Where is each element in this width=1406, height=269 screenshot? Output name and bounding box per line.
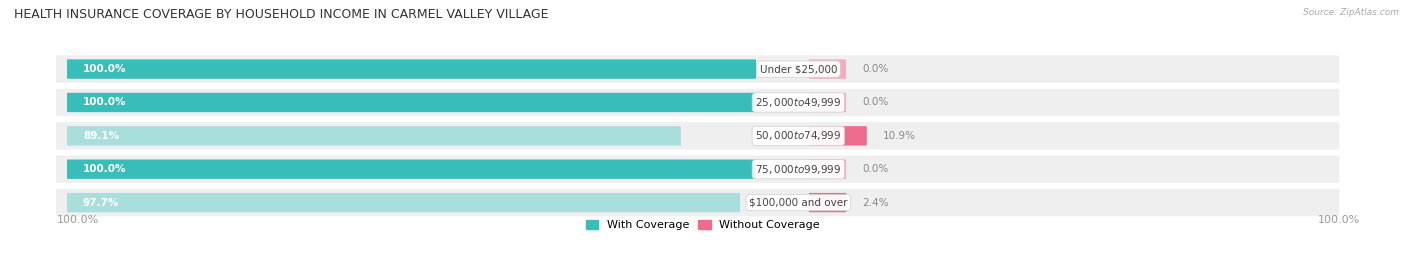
FancyBboxPatch shape	[67, 126, 681, 146]
Text: 100.0%: 100.0%	[56, 215, 98, 225]
FancyBboxPatch shape	[808, 126, 866, 146]
FancyBboxPatch shape	[56, 55, 1340, 83]
FancyBboxPatch shape	[67, 193, 740, 212]
Text: Under $25,000: Under $25,000	[759, 64, 837, 74]
Text: 100.0%: 100.0%	[1317, 215, 1360, 225]
Text: $100,000 and over: $100,000 and over	[749, 198, 848, 208]
Text: 100.0%: 100.0%	[83, 64, 127, 74]
Text: $50,000 to $74,999: $50,000 to $74,999	[755, 129, 842, 142]
FancyBboxPatch shape	[56, 155, 1340, 183]
Text: $25,000 to $49,999: $25,000 to $49,999	[755, 96, 842, 109]
FancyBboxPatch shape	[56, 189, 1340, 216]
FancyBboxPatch shape	[808, 160, 846, 179]
FancyBboxPatch shape	[56, 122, 1340, 150]
Text: $75,000 to $99,999: $75,000 to $99,999	[755, 163, 842, 176]
Text: 0.0%: 0.0%	[862, 164, 889, 174]
FancyBboxPatch shape	[808, 93, 846, 112]
FancyBboxPatch shape	[67, 59, 756, 79]
FancyBboxPatch shape	[67, 93, 756, 112]
Text: HEALTH INSURANCE COVERAGE BY HOUSEHOLD INCOME IN CARMEL VALLEY VILLAGE: HEALTH INSURANCE COVERAGE BY HOUSEHOLD I…	[14, 8, 548, 21]
Legend: With Coverage, Without Coverage: With Coverage, Without Coverage	[582, 215, 824, 235]
Text: 2.4%: 2.4%	[862, 198, 889, 208]
Text: 10.9%: 10.9%	[883, 131, 915, 141]
Text: 0.0%: 0.0%	[862, 97, 889, 108]
FancyBboxPatch shape	[808, 193, 846, 212]
Text: 100.0%: 100.0%	[83, 97, 127, 108]
Text: 97.7%: 97.7%	[83, 198, 120, 208]
Text: 100.0%: 100.0%	[83, 164, 127, 174]
Text: 89.1%: 89.1%	[83, 131, 120, 141]
Text: 0.0%: 0.0%	[862, 64, 889, 74]
FancyBboxPatch shape	[808, 59, 846, 79]
FancyBboxPatch shape	[67, 160, 756, 179]
FancyBboxPatch shape	[56, 89, 1340, 116]
Text: Source: ZipAtlas.com: Source: ZipAtlas.com	[1303, 8, 1399, 17]
